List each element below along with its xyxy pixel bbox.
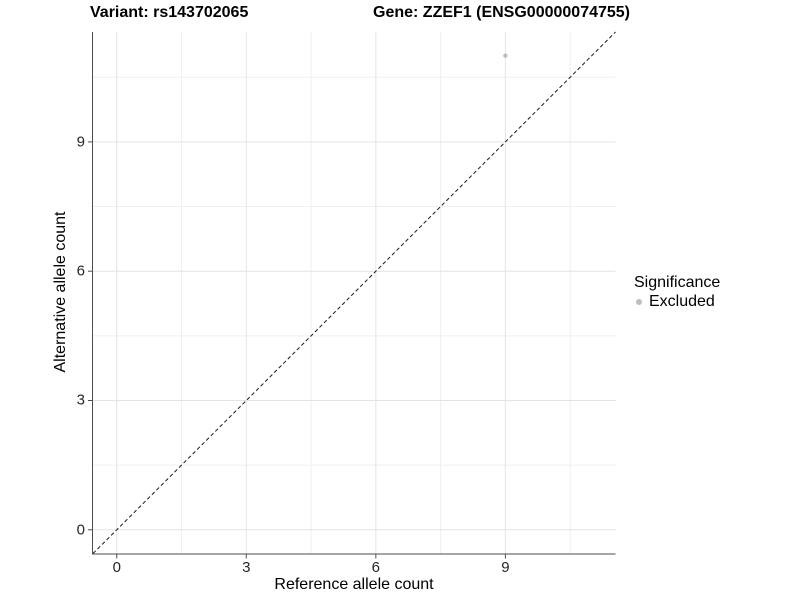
x-tick-label: 0	[112, 559, 121, 576]
gene-title: Gene: ZZEF1 (ENSG00000074755)	[373, 4, 631, 21]
identity-line	[92, 31, 616, 554]
variant-title: Variant: rs143702065	[90, 4, 249, 21]
x-tick-label: 3	[242, 559, 251, 576]
x-tick-label: 9	[501, 559, 510, 576]
y-tick-label: 6	[76, 262, 85, 280]
legend-title: Significance	[634, 274, 721, 291]
legend-entry: Excluded	[634, 292, 720, 311]
data-point	[503, 53, 508, 58]
y-tick-label: 3	[76, 391, 85, 409]
legend-entry-label: Excluded	[649, 292, 715, 310]
legend-point-icon	[636, 298, 642, 305]
y-tick-label: 9	[76, 133, 85, 151]
x-axis-title: Reference allele count	[274, 576, 434, 593]
x-tick-label: 6	[371, 559, 380, 576]
y-axis-title: Alternative allele count	[52, 211, 69, 373]
legend: Significance Excluded	[634, 273, 720, 311]
y-tick-label: 0	[76, 521, 85, 539]
